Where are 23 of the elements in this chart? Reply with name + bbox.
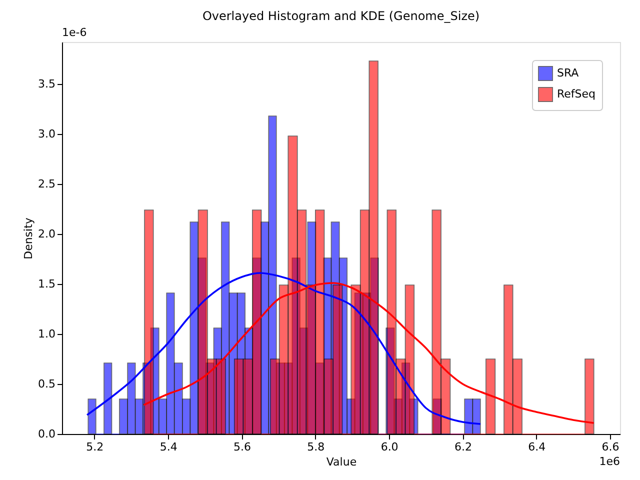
legend-label: RefSeq xyxy=(557,88,596,100)
y-axis-title: Density xyxy=(22,217,36,260)
x-tick-label: 5.8 xyxy=(307,440,325,454)
y-tick-label: 0.5 xyxy=(38,378,56,390)
y-tick-label: 0.0 xyxy=(38,428,56,440)
x-axis-title: Value xyxy=(326,456,357,468)
x-tick-label: 6.4 xyxy=(528,440,546,454)
x-tick-label: 6.2 xyxy=(454,440,472,454)
y-tick-label: 3.0 xyxy=(38,128,56,140)
y-tick-label: 1.0 xyxy=(38,328,56,340)
y-tick-label: 2.0 xyxy=(38,228,56,240)
y-tick-label: 1.5 xyxy=(38,278,56,290)
y-tick-label: 2.5 xyxy=(38,178,56,190)
y-tick-label: 3.5 xyxy=(38,78,56,90)
x-tick-label: 6.0 xyxy=(380,440,398,454)
x-tick-label: 5.6 xyxy=(233,440,251,454)
legend-label: SRA xyxy=(557,66,580,80)
x-tick-label: 5.4 xyxy=(160,440,178,454)
x-tick-label: 5.2 xyxy=(86,440,104,454)
text: 1e6 xyxy=(599,455,620,468)
x-tick-label: 6.6 xyxy=(602,440,620,454)
chart-title: Overlayed Histogram and KDE (Genome_Size) xyxy=(202,9,480,23)
text: 1e-6 xyxy=(62,26,87,39)
